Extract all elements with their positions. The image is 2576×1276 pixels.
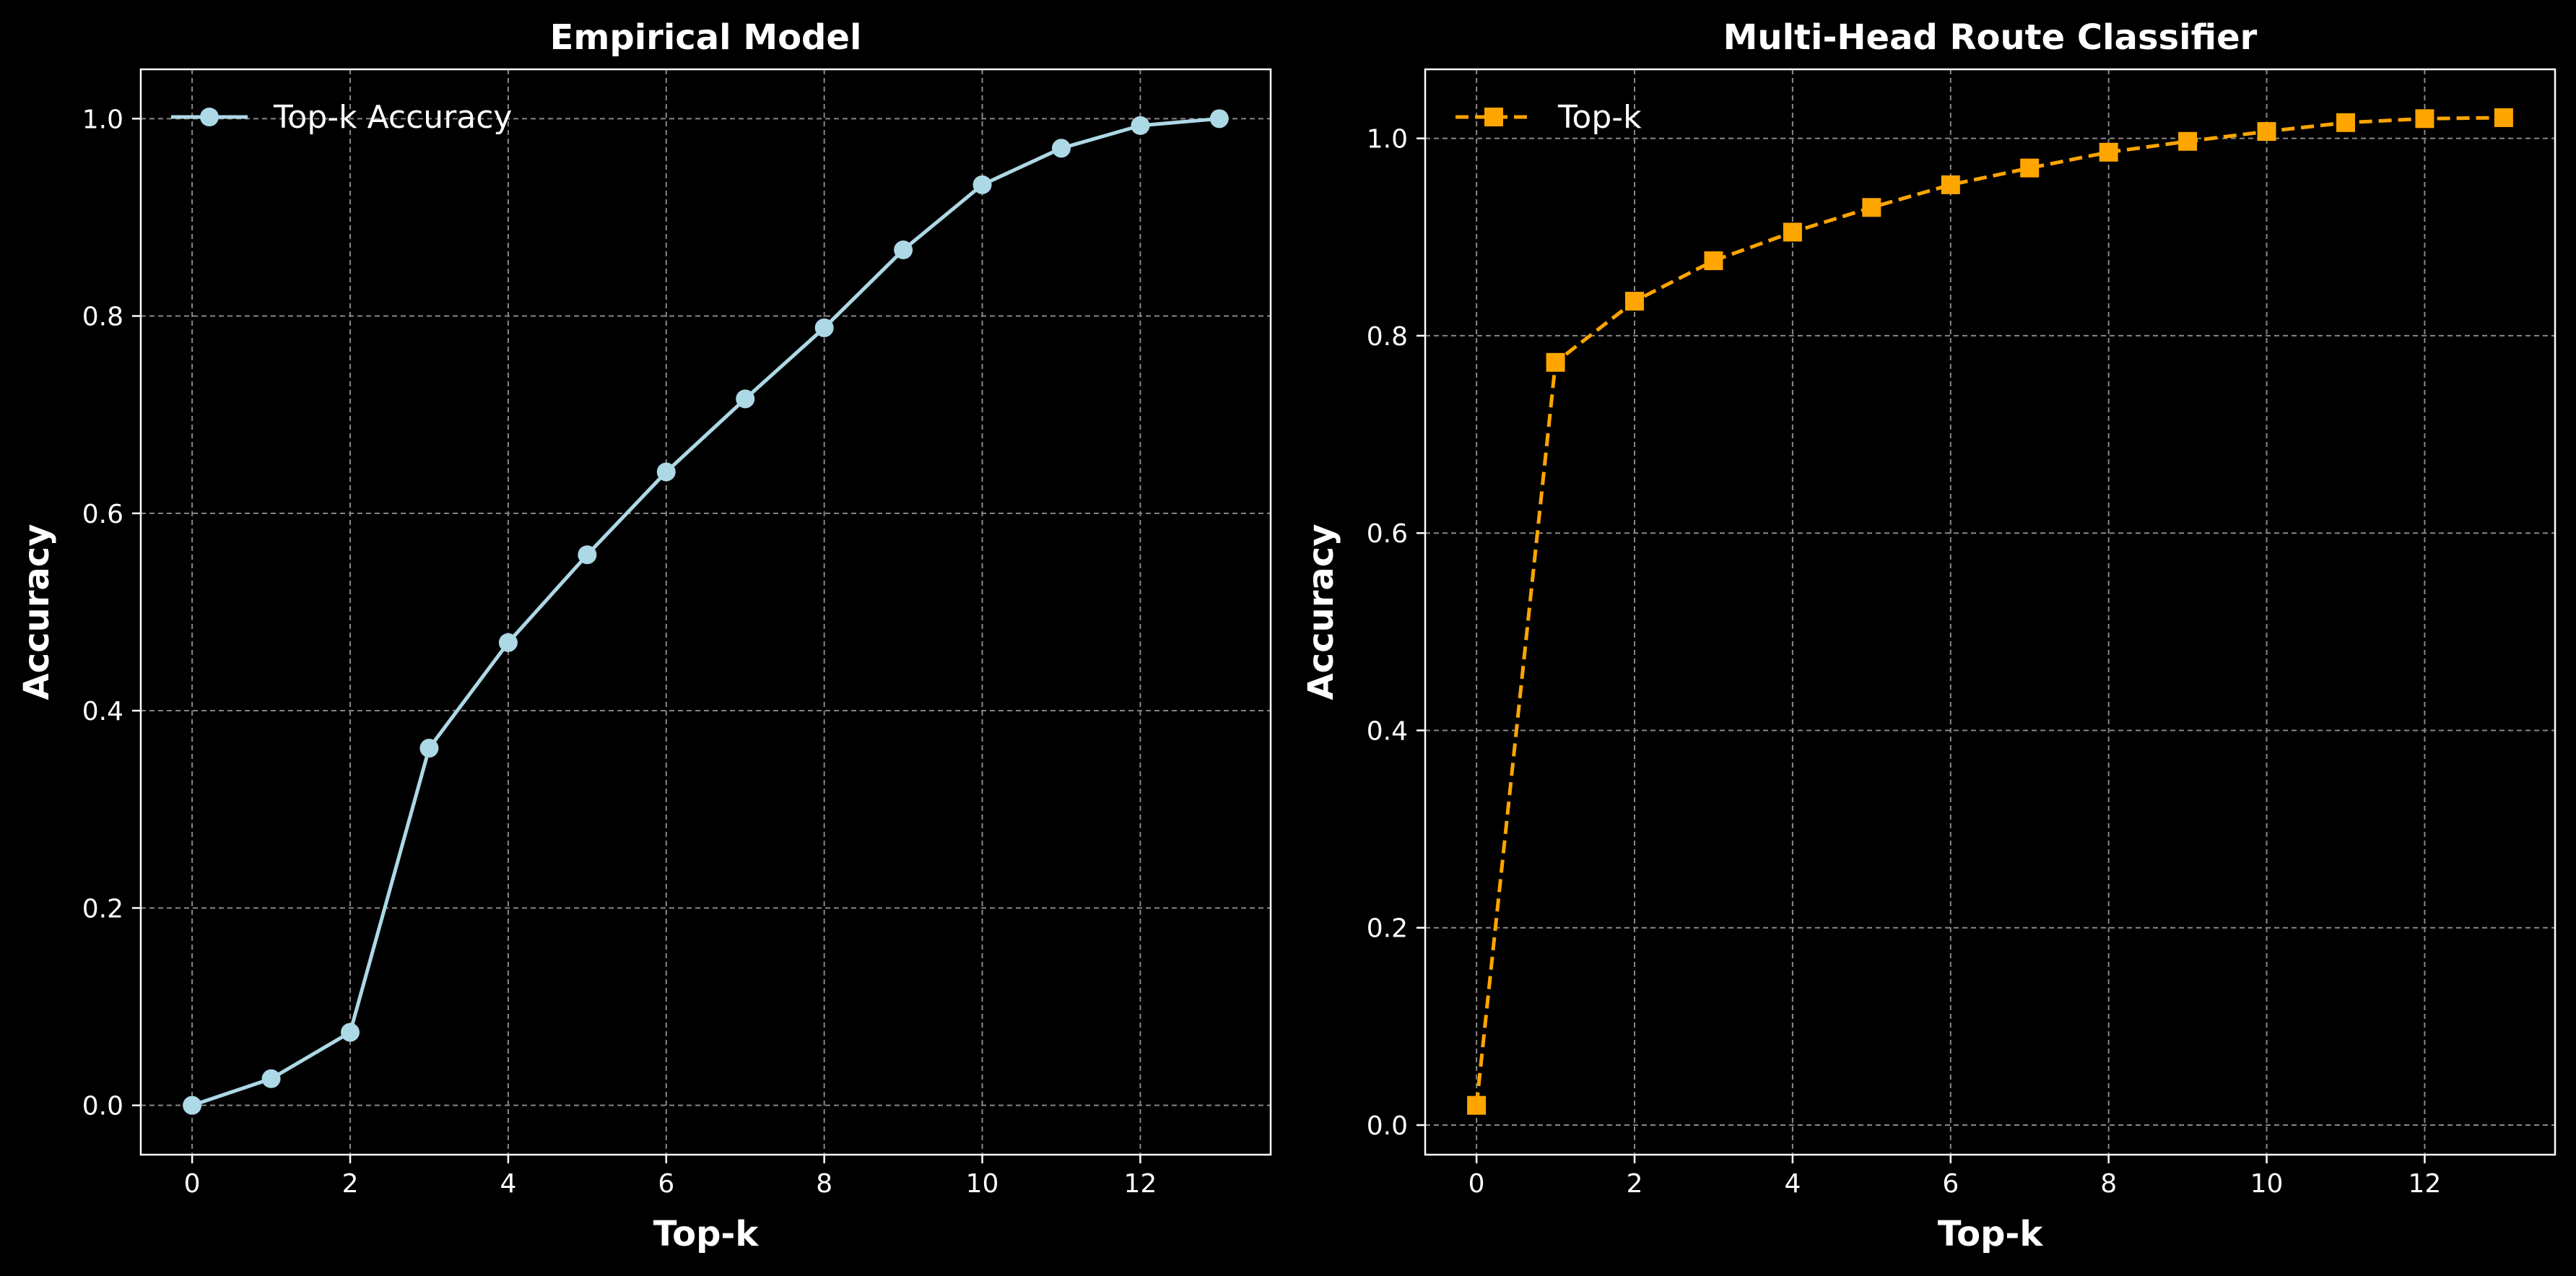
chart-title: Empirical Model (550, 17, 862, 58)
x-tick-label: 0 (1468, 1169, 1485, 1199)
x-tick-label: 10 (2250, 1169, 2284, 1199)
y-tick-label: 0.6 (1367, 519, 1408, 549)
x-axis-label: Top-k (1938, 1214, 2044, 1254)
data-point (972, 175, 992, 194)
y-tick-label: 0.0 (1367, 1111, 1408, 1141)
x-tick-label: 6 (658, 1169, 674, 1199)
x-axis-label: Top-k (653, 1214, 760, 1254)
y-tick-label: 0.8 (1367, 322, 1408, 352)
legend-marker (200, 108, 219, 126)
x-tick-label: 4 (1784, 1169, 1801, 1199)
x-tick-label: 0 (184, 1169, 201, 1199)
data-point (2494, 108, 2513, 127)
y-axis-label: Accuracy (17, 524, 57, 700)
y-tick-label: 0.4 (1367, 716, 1408, 746)
data-point (2020, 158, 2040, 178)
series-line (191, 116, 1220, 1108)
data-point (656, 462, 676, 482)
data-point (1467, 1095, 1487, 1115)
y-tick-label: 0.6 (82, 500, 123, 529)
data-point (1131, 116, 1150, 135)
data-point (1546, 352, 1565, 372)
data-point (1941, 175, 1960, 194)
data-point (261, 1069, 281, 1088)
data-point (1209, 109, 1229, 129)
x-tick-label: 12 (2409, 1169, 2442, 1199)
data-point (2415, 109, 2434, 129)
legend-marker (1484, 108, 1503, 126)
data-point (2099, 142, 2118, 162)
data-point (183, 1095, 202, 1115)
legend-label: Top-k (1557, 99, 1642, 136)
x-tick-label: 4 (500, 1169, 516, 1199)
grid (1425, 69, 2555, 1155)
chart-empirical-model: 0 2 4 6 8 10 12 0.0 0.2 0.4 0.6 0.8 1.0 Empirical Mod… (17, 17, 1272, 1254)
y-tick-label: 0.2 (82, 894, 123, 924)
data-point (2178, 131, 2198, 151)
y-tick-label: 1.0 (1367, 125, 1408, 155)
data-point (2336, 113, 2355, 132)
grid (141, 69, 1271, 1155)
y-tick-label: 0.2 (1367, 914, 1408, 944)
data-point (1625, 292, 1645, 311)
plot-frame (1424, 68, 2557, 1156)
series-1 (1467, 108, 2513, 1115)
x-tick-label: 6 (1942, 1169, 1959, 1199)
y-tick-label: 0.8 (82, 303, 123, 332)
data-point (498, 633, 518, 652)
plot-frame (139, 68, 1272, 1156)
x-tick-label: 12 (1124, 1169, 1157, 1199)
data-point (736, 389, 755, 409)
data-point (1051, 139, 1071, 158)
x-tick-label: 2 (1627, 1169, 1643, 1199)
data-point (1783, 222, 1802, 242)
data-point (814, 318, 834, 337)
data-point (1862, 198, 1881, 217)
x-tick-label: 8 (816, 1169, 832, 1199)
data-point (894, 240, 913, 260)
chart-multi-head-route-classifier: 0 2 4 6 8 10 12 0.0 0.2 0.4 0.6 0.8 1.0 Multi-Head Ro… (1301, 17, 2557, 1254)
legend-label: Top-k Accuracy (273, 99, 512, 136)
x-tick-label: 10 (966, 1169, 999, 1199)
y-tick-label: 1.0 (82, 105, 123, 134)
data-point (341, 1023, 360, 1042)
y-axis-label: Accuracy (1301, 524, 1341, 700)
chart-title: Multi-Head Route Classifier (1723, 17, 2258, 58)
y-tick-label: 0.4 (82, 697, 123, 726)
data-point (578, 545, 597, 565)
x-tick-label: 8 (2100, 1169, 2117, 1199)
data-point (419, 739, 439, 758)
data-point (1704, 251, 1723, 271)
series-line (1474, 116, 2504, 1106)
legend: Top-k (1455, 99, 1642, 136)
y-tick-label: 0.0 (82, 1092, 123, 1121)
x-tick-label: 2 (342, 1169, 359, 1199)
series-1 (183, 109, 1229, 1115)
legend: Top-k Accuracy (171, 99, 512, 136)
data-point (2257, 122, 2276, 142)
